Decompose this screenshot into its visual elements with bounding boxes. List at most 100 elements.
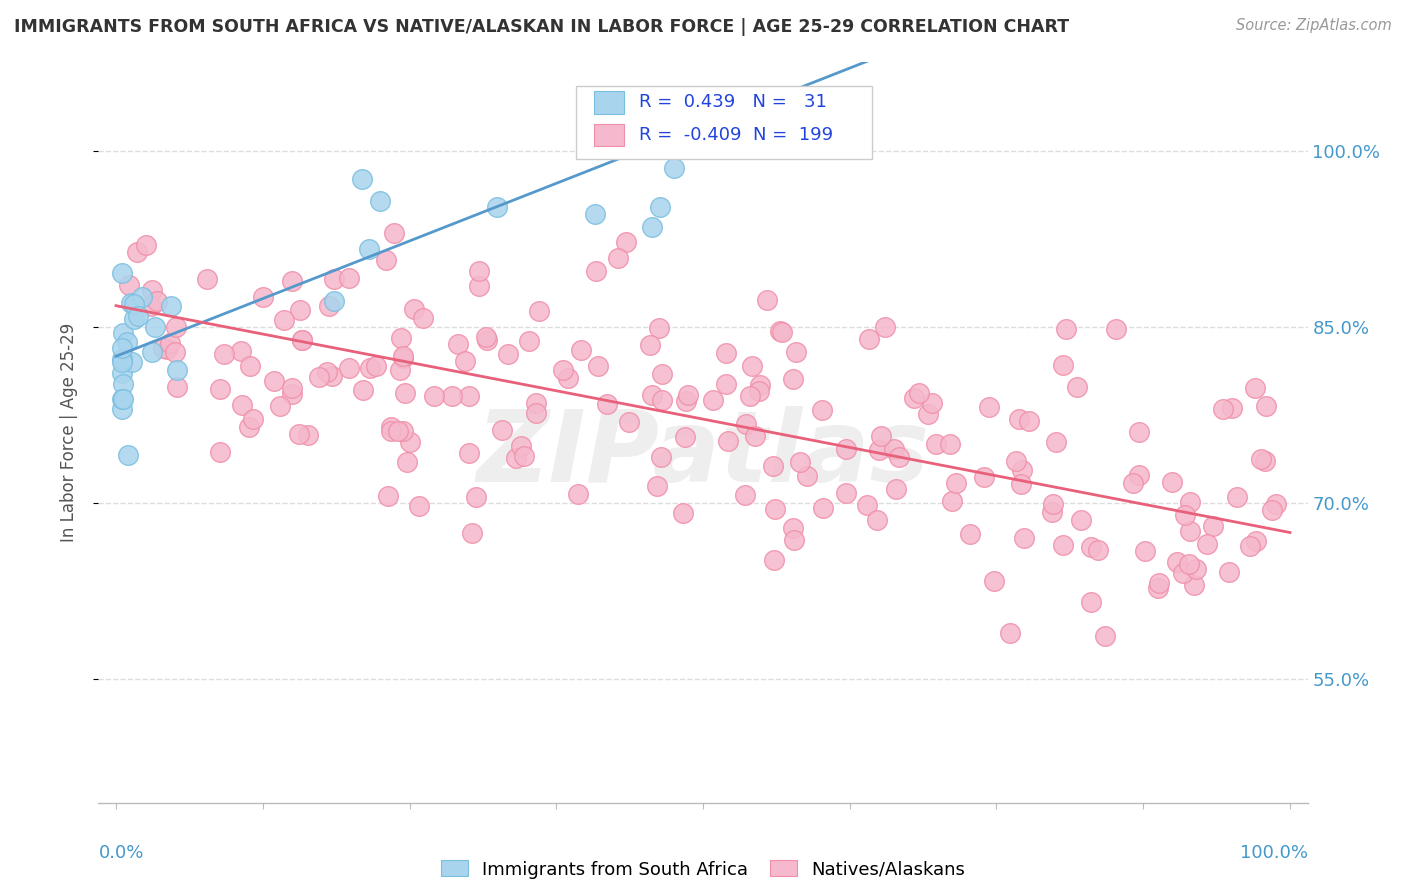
Point — [146, 294, 169, 309]
Point — [141, 299, 163, 313]
Point — [368, 194, 391, 209]
Point — [1105, 321, 1128, 335]
Point — [903, 391, 925, 405]
Point — [166, 380, 188, 394]
Point — [380, 424, 402, 438]
Point — [1000, 625, 1022, 640]
Point — [651, 368, 673, 382]
Point — [388, 362, 411, 376]
Point — [131, 290, 153, 304]
Point — [122, 297, 145, 311]
Point — [865, 513, 887, 527]
Point — [382, 227, 405, 241]
Point — [112, 392, 135, 407]
Point — [569, 343, 592, 357]
Text: R =  -0.409  N =  199: R = -0.409 N = 199 — [638, 126, 832, 144]
Legend: Immigrants from South Africa, Natives/Alaskans: Immigrants from South Africa, Natives/Al… — [440, 860, 966, 879]
Point — [394, 385, 416, 400]
Point — [638, 338, 661, 352]
Point — [377, 489, 399, 503]
Y-axis label: In Labor Force | Age 25-29: In Labor Force | Age 25-29 — [59, 323, 77, 542]
Point — [486, 200, 509, 214]
Point — [945, 476, 967, 491]
Point — [672, 507, 695, 521]
Point — [1185, 562, 1208, 576]
Point — [447, 336, 470, 351]
Point — [111, 392, 134, 407]
Point — [468, 278, 491, 293]
Point — [640, 387, 662, 401]
Point — [585, 263, 607, 277]
Point — [673, 430, 696, 444]
Text: R =  0.439   N =   31: R = 0.439 N = 31 — [638, 94, 827, 112]
Point — [115, 335, 138, 350]
Point — [337, 271, 360, 285]
Point — [111, 266, 134, 280]
Point — [1218, 565, 1240, 579]
Point — [357, 243, 380, 257]
Point — [457, 446, 479, 460]
Point — [884, 483, 907, 497]
Point — [973, 469, 995, 483]
Point — [783, 533, 806, 548]
Point — [702, 392, 724, 407]
Point — [1080, 595, 1102, 609]
Point — [152, 341, 174, 355]
Point — [238, 420, 260, 434]
Point — [796, 469, 818, 483]
Point — [297, 428, 319, 442]
Point — [1045, 434, 1067, 449]
Text: IMMIGRANTS FROM SOUTH AFRICA VS NATIVE/ALASKAN IN LABOR FORCE | AGE 25-29 CORREL: IMMIGRANTS FROM SOUTH AFRICA VS NATIVE/A… — [14, 18, 1069, 36]
Point — [477, 334, 499, 348]
Text: 0.0%: 0.0% — [98, 844, 143, 862]
Point — [291, 333, 314, 347]
Point — [647, 478, 669, 492]
Point — [156, 343, 179, 357]
Point — [352, 383, 374, 397]
Point — [1052, 538, 1074, 552]
Point — [392, 349, 415, 363]
Point — [1128, 467, 1150, 482]
Point — [120, 295, 142, 310]
Point — [166, 363, 188, 377]
Point — [917, 407, 939, 421]
Point — [440, 389, 463, 403]
Point — [252, 289, 274, 303]
Point — [1080, 540, 1102, 554]
Point — [1166, 555, 1188, 569]
Point — [281, 274, 304, 288]
Point — [165, 319, 187, 334]
Text: 100.0%: 100.0% — [1240, 844, 1308, 862]
Point — [761, 458, 783, 473]
Point — [735, 417, 758, 432]
Point — [717, 434, 740, 449]
Point — [229, 344, 252, 359]
Point — [512, 449, 534, 463]
Point — [159, 336, 181, 351]
Point — [288, 426, 311, 441]
Point — [127, 310, 149, 324]
Point — [770, 325, 793, 339]
Point — [374, 252, 396, 267]
Point — [1171, 566, 1194, 580]
Point — [1244, 533, 1267, 548]
Point — [111, 352, 134, 367]
Point — [1178, 524, 1201, 538]
Point — [1011, 463, 1033, 477]
Point — [1012, 531, 1035, 545]
Point — [567, 487, 589, 501]
Point — [641, 220, 664, 235]
Point — [553, 363, 575, 377]
Point — [1239, 539, 1261, 553]
Point — [510, 439, 533, 453]
Point — [1122, 475, 1144, 490]
Point — [763, 502, 786, 516]
Point — [1052, 358, 1074, 372]
FancyBboxPatch shape — [595, 124, 624, 146]
Point — [1178, 495, 1201, 509]
Point — [350, 171, 373, 186]
Point — [651, 393, 673, 408]
Point — [423, 389, 446, 403]
Point — [524, 406, 547, 420]
Point — [650, 200, 672, 214]
